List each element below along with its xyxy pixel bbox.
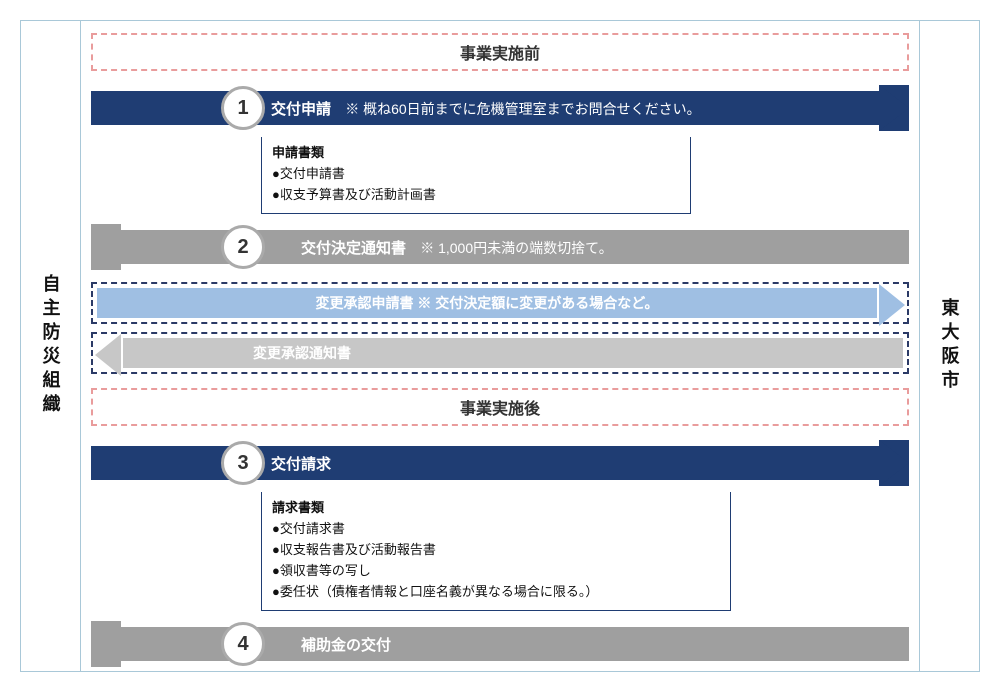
- step-1-note: ※ 概ね60日前までに危機管理室までお問合せください。: [345, 101, 700, 117]
- step-1-docs: 申請書類 ●交付申請書 ●収支予算書及び活動計画書: [261, 137, 691, 214]
- step-1-number: 1: [221, 86, 265, 130]
- step-1-doc-2: ●収支予算書及び活動計画書: [272, 185, 680, 206]
- phase-after: 事業実施後: [91, 388, 909, 426]
- step-2-title: 交付決定通知書 ※ 1,000円未満の端数切捨て。: [301, 237, 613, 258]
- step-1-arrow: 交付申請 ※ 概ね60日前までに危機管理室までお問合せください。 1: [91, 85, 909, 131]
- optional-change-notice-title: 変更承認通知書: [253, 343, 351, 363]
- step-3-docs: 請求書類 ●交付請求書 ●収支報告書及び活動報告書 ●領収書等の写し ●委任状（…: [261, 492, 731, 611]
- step-1-docs-header: 申請書類: [272, 143, 680, 164]
- step-3-title-text: 交付請求: [271, 456, 331, 473]
- step-3-doc-3: ●領収書等の写し: [272, 561, 720, 582]
- optional-change-notice: 変更承認通知書: [91, 332, 909, 374]
- step-2-arrowhead: [91, 224, 121, 270]
- step-2-title-text: 交付決定通知書: [301, 240, 406, 257]
- step-1-title: 交付申請 ※ 概ね60日前までに危機管理室までお問合せください。: [271, 98, 701, 119]
- step-3-arrowhead: [879, 440, 909, 486]
- left-actor-label: 自主防災組織: [21, 21, 81, 671]
- step-3-doc-2: ●収支報告書及び活動報告書: [272, 540, 720, 561]
- step-3-body: 交付請求: [91, 446, 879, 480]
- optional-change-apply: 変更承認申請書 ※ 交付決定額に変更がある場合など。: [91, 282, 909, 324]
- step-3-docs-header: 請求書類: [272, 498, 720, 519]
- diagram-content: 事業実施前 交付申請 ※ 概ね60日前までに危機管理室までお問合せください。 1…: [91, 33, 909, 659]
- step-4-arrowhead: [91, 621, 121, 667]
- phase-before: 事業実施前: [91, 33, 909, 71]
- optional-change-notice-arrowhead: [95, 334, 121, 376]
- optional-change-apply-body: 変更承認申請書 ※ 交付決定額に変更がある場合など。: [97, 288, 877, 318]
- step-4-title-text: 補助金の交付: [301, 637, 391, 654]
- step-1-doc-1: ●交付申請書: [272, 164, 680, 185]
- flow-diagram: 自主防災組織 東大阪市 事業実施前 交付申請 ※ 概ね60日前までに危機管理室ま…: [20, 20, 980, 672]
- step-1-title-text: 交付申請: [271, 101, 331, 118]
- step-1-body: 交付申請 ※ 概ね60日前までに危機管理室までお問合せください。: [91, 91, 879, 125]
- optional-change-apply-arrowhead: [879, 284, 905, 326]
- optional-change-notice-body: 変更承認通知書: [123, 338, 903, 368]
- right-actor-label: 東大阪市: [919, 21, 979, 671]
- step-4-arrow: 補助金の交付 4: [91, 621, 909, 667]
- step-3-title: 交付請求: [271, 453, 341, 474]
- step-2-note: ※ 1,000円未満の端数切捨て。: [420, 240, 613, 256]
- step-3-doc-4: ●委任状（債権者情報と口座名義が異なる場合に限る。）: [272, 582, 720, 603]
- step-3-arrow: 交付請求 3: [91, 440, 909, 486]
- step-3-doc-1: ●交付請求書: [272, 519, 720, 540]
- step-1-arrowhead: [879, 85, 909, 131]
- step-4-title: 補助金の交付: [301, 634, 401, 655]
- optional-change-apply-title: 変更承認申請書 ※ 交付決定額に変更がある場合など。: [315, 293, 658, 313]
- step-2-arrow: 交付決定通知書 ※ 1,000円未満の端数切捨て。 2: [91, 224, 909, 270]
